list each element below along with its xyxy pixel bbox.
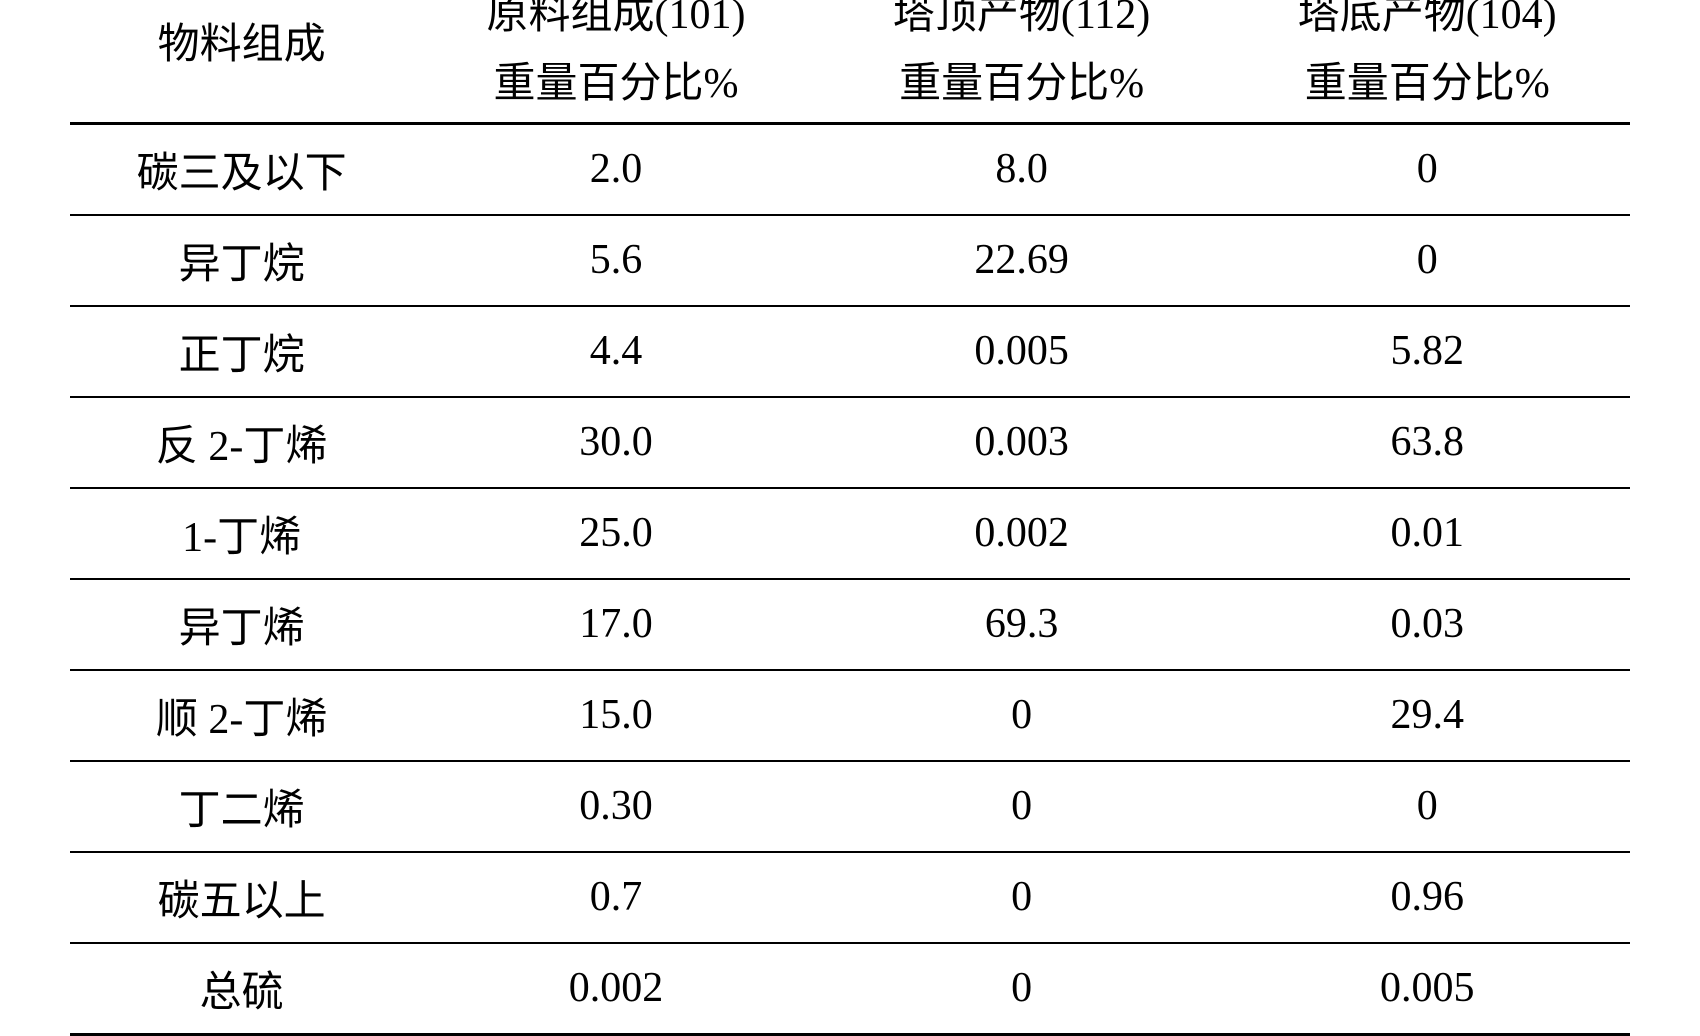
header-material-composition: 物料组成	[70, 0, 413, 123]
cell-value: 0	[819, 943, 1225, 1035]
cell-value: 8.0	[819, 123, 1225, 215]
cell-label: 总硫	[70, 943, 413, 1035]
cell-label: 碳三及以下	[70, 123, 413, 215]
composition-table-container: 物料组成 原料组成(101) 重量百分比% 塔顶产物(112) 重量百分比% 塔…	[70, 0, 1630, 1036]
cell-value: 5.82	[1224, 306, 1630, 397]
table-row: 异丁烯 17.0 69.3 0.03	[70, 579, 1630, 670]
cell-value: 0	[1224, 761, 1630, 852]
cell-label: 反 2-丁烯	[70, 397, 413, 488]
cell-label: 正丁烷	[70, 306, 413, 397]
cell-value: 0	[819, 670, 1225, 761]
table-row: 碳五以上 0.7 0 0.96	[70, 852, 1630, 943]
cell-value: 0.005	[1224, 943, 1630, 1035]
cell-value: 0.003	[819, 397, 1225, 488]
cell-value: 29.4	[1224, 670, 1630, 761]
header-col4-line1: 塔底产物(104)	[1232, 0, 1622, 41]
cell-value: 30.0	[413, 397, 819, 488]
cell-value: 15.0	[413, 670, 819, 761]
table-row: 顺 2-丁烯 15.0 0 29.4	[70, 670, 1630, 761]
cell-label: 顺 2-丁烯	[70, 670, 413, 761]
cell-value: 22.69	[819, 215, 1225, 306]
cell-value: 0	[819, 852, 1225, 943]
cell-value: 0.002	[819, 488, 1225, 579]
header-col1-line1: 物料组成	[78, 10, 405, 71]
header-col2-line1: 原料组成(101)	[421, 0, 811, 41]
cell-value: 25.0	[413, 488, 819, 579]
header-col2-line2: 重量百分比%	[421, 49, 811, 110]
cell-value: 0	[1224, 123, 1630, 215]
cell-value: 0.03	[1224, 579, 1630, 670]
cell-value: 63.8	[1224, 397, 1630, 488]
cell-value: 0.002	[413, 943, 819, 1035]
table-header-row: 物料组成 原料组成(101) 重量百分比% 塔顶产物(112) 重量百分比% 塔…	[70, 0, 1630, 123]
table-row: 碳三及以下 2.0 8.0 0	[70, 123, 1630, 215]
composition-table: 物料组成 原料组成(101) 重量百分比% 塔顶产物(112) 重量百分比% 塔…	[70, 0, 1630, 1036]
header-col3-line2: 重量百分比%	[827, 49, 1217, 110]
cell-value: 0.7	[413, 852, 819, 943]
cell-value: 0.96	[1224, 852, 1630, 943]
cell-value: 0	[1224, 215, 1630, 306]
header-raw-material: 原料组成(101) 重量百分比%	[413, 0, 819, 123]
cell-label: 1-丁烯	[70, 488, 413, 579]
header-top-product: 塔顶产物(112) 重量百分比%	[819, 0, 1225, 123]
cell-value: 2.0	[413, 123, 819, 215]
table-row: 丁二烯 0.30 0 0	[70, 761, 1630, 852]
cell-value: 0.01	[1224, 488, 1630, 579]
cell-label: 碳五以上	[70, 852, 413, 943]
cell-value: 5.6	[413, 215, 819, 306]
cell-value: 0	[819, 761, 1225, 852]
table-body: 碳三及以下 2.0 8.0 0 异丁烷 5.6 22.69 0 正丁烷 4.4 …	[70, 123, 1630, 1034]
header-col3-line1: 塔顶产物(112)	[827, 0, 1217, 41]
cell-value: 0.005	[819, 306, 1225, 397]
table-row: 异丁烷 5.6 22.69 0	[70, 215, 1630, 306]
cell-value: 0.30	[413, 761, 819, 852]
cell-label: 丁二烯	[70, 761, 413, 852]
table-row: 反 2-丁烯 30.0 0.003 63.8	[70, 397, 1630, 488]
header-bottom-product: 塔底产物(104) 重量百分比%	[1224, 0, 1630, 123]
cell-label: 异丁烯	[70, 579, 413, 670]
header-col4-line2: 重量百分比%	[1232, 49, 1622, 110]
table-row: 1-丁烯 25.0 0.002 0.01	[70, 488, 1630, 579]
cell-value: 17.0	[413, 579, 819, 670]
cell-value: 69.3	[819, 579, 1225, 670]
cell-value: 4.4	[413, 306, 819, 397]
table-row: 总硫 0.002 0 0.005	[70, 943, 1630, 1035]
table-row: 正丁烷 4.4 0.005 5.82	[70, 306, 1630, 397]
cell-label: 异丁烷	[70, 215, 413, 306]
